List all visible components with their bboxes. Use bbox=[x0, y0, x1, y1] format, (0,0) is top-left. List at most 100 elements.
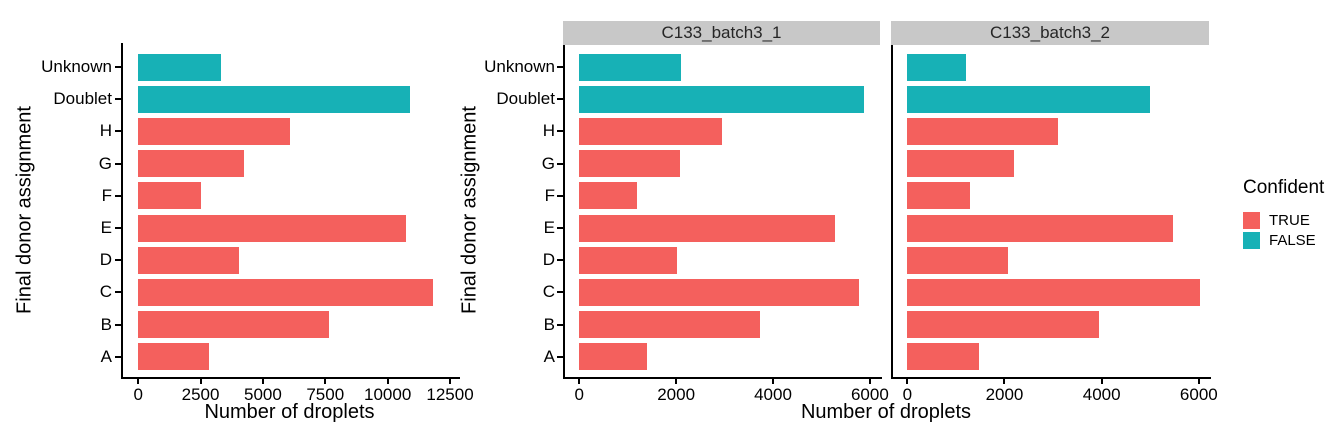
y-tick-label: A bbox=[543, 346, 555, 366]
x-tick-mark bbox=[261, 377, 264, 384]
bar-c bbox=[907, 278, 1201, 306]
y-tick-label: C bbox=[542, 282, 555, 302]
y-tick-mark bbox=[557, 162, 563, 165]
x-tick-label: 2500 bbox=[181, 385, 220, 404]
legend: Confident TRUE FALSE bbox=[1243, 177, 1324, 251]
x-tick-label: 6000 bbox=[850, 385, 889, 404]
x-tick-label: 0 bbox=[133, 385, 143, 404]
x-tick-mark bbox=[1003, 377, 1006, 384]
panel-c133-batch3-1: 0 2000 4000 6000 bbox=[557, 45, 889, 404]
bar-f bbox=[907, 182, 971, 210]
legend-title: Confident bbox=[1243, 177, 1325, 198]
facet-strip-batch3-2: C133_batch3_2 bbox=[891, 21, 1209, 45]
bar-e bbox=[138, 214, 407, 242]
y-tick-mark bbox=[557, 130, 563, 133]
bar-c bbox=[579, 278, 859, 306]
y-tick-label: Unknown bbox=[484, 57, 555, 76]
bar-a bbox=[579, 343, 648, 371]
y-tick-label: Doublet bbox=[53, 89, 112, 109]
bar-f bbox=[579, 182, 638, 210]
x-tick-mark bbox=[324, 377, 327, 384]
y-tick-mark bbox=[557, 259, 563, 262]
x-tick-mark bbox=[578, 377, 581, 384]
bar-d bbox=[138, 246, 240, 274]
y-tick-label: Unknown bbox=[41, 57, 112, 76]
x-axis-title-facets: Number of droplets bbox=[800, 401, 972, 423]
y-tick-mark bbox=[115, 355, 121, 358]
x-tick-label: 10000 bbox=[364, 385, 412, 404]
x-tick-label: 4000 bbox=[1082, 385, 1121, 404]
bar-g bbox=[579, 150, 680, 178]
y-tick-mark bbox=[115, 291, 121, 294]
bar-doublet bbox=[138, 85, 411, 113]
bar-h bbox=[907, 117, 1058, 145]
legend-label-true: TRUE bbox=[1269, 212, 1310, 229]
y-tick-mark bbox=[115, 259, 121, 262]
legend-item-true: TRUE bbox=[1243, 211, 1324, 230]
x-tick-label: 4000 bbox=[754, 385, 792, 404]
legend-item-false: FALSE bbox=[1243, 231, 1324, 250]
x-tick-label: 2000 bbox=[657, 385, 696, 404]
bar-d bbox=[579, 246, 678, 274]
facet-strip-batch3-1: C133_batch3_1 bbox=[563, 21, 880, 45]
y-tick-label: H bbox=[542, 121, 555, 141]
bar-doublet bbox=[579, 85, 864, 113]
y-tick-mark bbox=[115, 66, 121, 68]
x-tick-mark bbox=[1100, 377, 1103, 384]
bar-unknown bbox=[907, 53, 966, 81]
bar-a bbox=[138, 343, 210, 371]
bar-e bbox=[579, 214, 835, 242]
y-axis-labels-left: Unknown Doublet H G F E D C B A bbox=[0, 0, 112, 447]
bar-unknown bbox=[579, 53, 681, 81]
y-tick-label: E bbox=[543, 218, 555, 237]
x-tick-mark bbox=[906, 377, 909, 384]
y-axis-labels-facets: Unknown Doublet H G F E D C B A bbox=[443, 0, 555, 447]
y-tick-label: A bbox=[100, 346, 112, 366]
y-tick-label: B bbox=[543, 314, 555, 334]
y-tick-mark bbox=[557, 355, 563, 358]
bar-b bbox=[138, 311, 329, 339]
bar-e bbox=[907, 214, 1174, 242]
y-tick-mark bbox=[115, 98, 121, 101]
y-tick-mark bbox=[115, 162, 121, 165]
x-tick-label: 0 bbox=[574, 385, 584, 404]
bar-h bbox=[138, 117, 291, 145]
y-tick-label: F bbox=[101, 185, 112, 205]
y-tick-mark bbox=[557, 66, 563, 68]
bar-b bbox=[907, 311, 1099, 339]
y-tick-mark bbox=[115, 130, 121, 133]
y-tick-mark bbox=[557, 227, 563, 229]
x-tick-label: 6000 bbox=[1179, 385, 1218, 404]
y-tick-label: G bbox=[98, 153, 112, 173]
panel-c133-batch3-2: 0 2000 4000 6000 bbox=[891, 45, 1218, 404]
x-axis-title-left: Number of droplets bbox=[204, 401, 375, 423]
x-tick-mark bbox=[772, 377, 774, 384]
y-tick-label: F bbox=[544, 185, 555, 205]
x-tick-label: 7500 bbox=[306, 385, 345, 404]
x-tick-label: 12500 bbox=[426, 385, 474, 404]
bar-b bbox=[579, 311, 760, 339]
x-tick-mark bbox=[137, 377, 140, 384]
bar-g bbox=[138, 150, 245, 178]
y-tick-label: C bbox=[99, 282, 112, 302]
y-tick-label: D bbox=[99, 250, 112, 270]
x-tick-label: 2000 bbox=[985, 385, 1024, 404]
y-tick-label: B bbox=[100, 314, 112, 334]
x-tick-mark bbox=[449, 377, 452, 384]
x-tick-mark bbox=[386, 377, 389, 384]
bar-h bbox=[579, 117, 723, 145]
bar-doublet bbox=[907, 85, 1151, 113]
bar-unknown bbox=[138, 53, 222, 81]
y-tick-mark bbox=[557, 98, 563, 101]
bar-a bbox=[907, 343, 979, 371]
y-tick-mark bbox=[115, 227, 121, 229]
panel-total: 0 2500 5000 7500 10000 12500 bbox=[115, 43, 474, 404]
legend-swatch-false bbox=[1243, 232, 1260, 249]
y-tick-mark bbox=[115, 323, 121, 326]
bar-g bbox=[907, 150, 1015, 178]
bar-d bbox=[907, 246, 1009, 274]
y-tick-mark bbox=[557, 194, 563, 197]
y-tick-label: Doublet bbox=[496, 89, 555, 109]
x-tick-mark bbox=[1197, 377, 1200, 384]
